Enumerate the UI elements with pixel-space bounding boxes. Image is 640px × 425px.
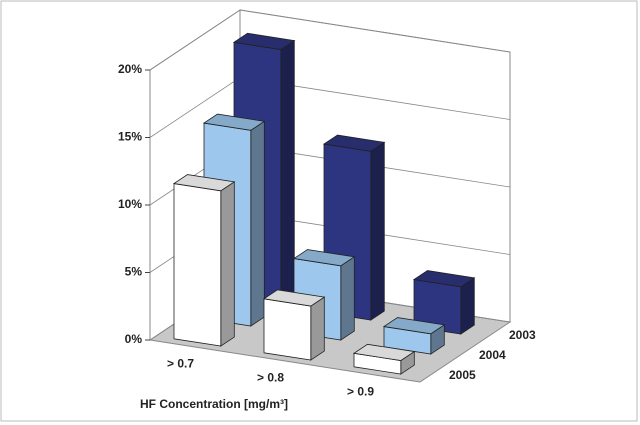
bar-front	[263, 298, 312, 361]
bar-top	[172, 174, 236, 192]
y-tick-label: 15%	[118, 130, 142, 144]
y-tick-label: 5%	[125, 265, 143, 279]
depth-label: 2004	[479, 348, 506, 362]
bar-side	[250, 120, 265, 327]
bar-side	[370, 141, 385, 321]
x-tick-label: > 0.7	[167, 356, 194, 370]
y-tick-label: 0%	[125, 332, 143, 346]
bar-top	[262, 289, 326, 307]
grid-line	[149, 9, 511, 71]
bar-side	[340, 256, 355, 341]
bar-side	[310, 296, 325, 361]
bar-top	[292, 249, 356, 267]
depth-label: 2005	[449, 368, 476, 382]
bar-top	[202, 113, 266, 131]
y-tick-label: 10%	[118, 197, 142, 211]
bar-top	[232, 32, 296, 50]
bar-top	[412, 270, 476, 288]
bar-side	[460, 277, 475, 335]
depth-label: 2003	[509, 328, 536, 342]
bar-top	[352, 343, 416, 361]
bar-side	[280, 39, 295, 307]
x-tick-label: > 0.9	[347, 384, 374, 398]
x-axis-title: HF Concentration [mg/m³]	[140, 397, 288, 411]
bar-side	[220, 181, 235, 347]
x-tick-label: > 0.8	[257, 370, 284, 384]
y-tick-label: 20%	[118, 62, 142, 76]
bar-top	[382, 317, 446, 335]
bar-front	[173, 183, 222, 347]
bar-top	[322, 134, 386, 152]
